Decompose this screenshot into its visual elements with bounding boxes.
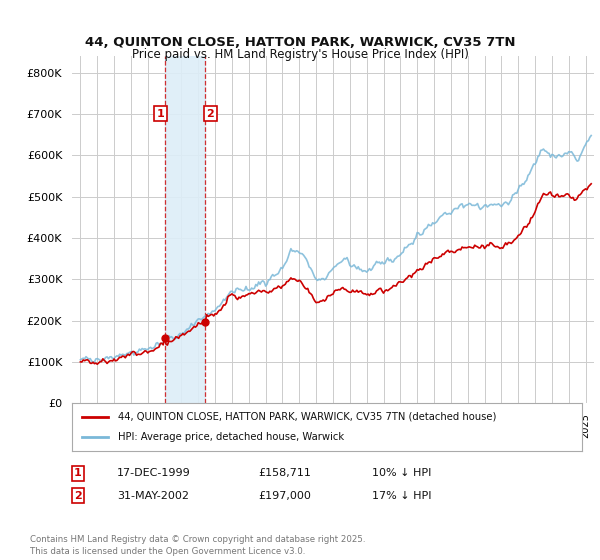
Bar (164, 56, 205, 403)
Text: 44, QUINTON CLOSE, HATTON PARK, WARWICK, CV35 7TN (detached house): 44, QUINTON CLOSE, HATTON PARK, WARWICK,… (118, 412, 496, 422)
Text: 1: 1 (74, 468, 82, 478)
Text: Price paid vs. HM Land Registry's House Price Index (HPI): Price paid vs. HM Land Registry's House … (131, 48, 469, 60)
Text: 2: 2 (206, 109, 214, 119)
Text: HPI: Average price, detached house, Warwick: HPI: Average price, detached house, Warw… (118, 432, 344, 442)
Text: Contains HM Land Registry data © Crown copyright and database right 2025.
This d: Contains HM Land Registry data © Crown c… (30, 535, 365, 556)
Text: 10% ↓ HPI: 10% ↓ HPI (372, 468, 431, 478)
Text: 17% ↓ HPI: 17% ↓ HPI (372, 491, 431, 501)
Text: 44, QUINTON CLOSE, HATTON PARK, WARWICK, CV35 7TN: 44, QUINTON CLOSE, HATTON PARK, WARWICK,… (85, 36, 515, 49)
Text: 31-MAY-2002: 31-MAY-2002 (117, 491, 189, 501)
Text: £158,711: £158,711 (258, 468, 311, 478)
Text: £197,000: £197,000 (258, 491, 311, 501)
Text: 2: 2 (74, 491, 82, 501)
Text: 17-DEC-1999: 17-DEC-1999 (117, 468, 191, 478)
Text: 1: 1 (157, 109, 164, 119)
